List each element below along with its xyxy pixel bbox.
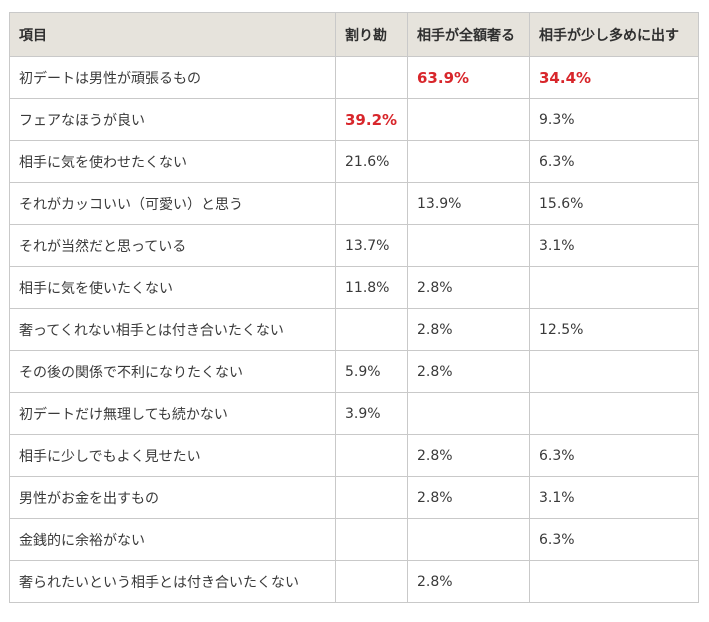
row-label: フェアなほうが良い: [9, 98, 336, 141]
cell-split-bill: [335, 560, 408, 603]
cell-partner-pays-more: [529, 350, 699, 393]
table-container: 項目 割り勘 相手が全額奢る 相手が少し多めに出す 初デートは男性が頑張るもの 6…: [9, 12, 699, 603]
cell-partner-pays-all: 63.9%: [407, 56, 530, 99]
survey-results-table: 項目 割り勘 相手が全額奢る 相手が少し多めに出す 初デートは男性が頑張るもの 6…: [9, 12, 699, 603]
cell-split-bill: [335, 308, 408, 351]
row-label: 相手に気を使いたくない: [9, 266, 336, 309]
table-row: 初デートは男性が頑張るもの 63.9% 34.4%: [9, 56, 699, 99]
cell-partner-pays-all: [407, 140, 530, 183]
header-row: 項目 割り勘 相手が全額奢る 相手が少し多めに出す: [9, 12, 699, 57]
cell-partner-pays-more: 3.1%: [529, 224, 699, 267]
header-item: 項目: [9, 12, 336, 57]
row-label: 初デートだけ無理しても続かない: [9, 392, 336, 435]
cell-partner-pays-more: 12.5%: [529, 308, 699, 351]
cell-split-bill: [335, 434, 408, 477]
cell-split-bill: 11.8%: [335, 266, 408, 309]
cell-partner-pays-all: 2.8%: [407, 434, 530, 477]
cell-split-bill: [335, 518, 408, 561]
row-label: 相手に気を使わせたくない: [9, 140, 336, 183]
cell-partner-pays-more: [529, 266, 699, 309]
table-row: フェアなほうが良い 39.2% 9.3%: [9, 98, 699, 141]
table-row: それがカッコいい（可愛い）と思う 13.9% 15.6%: [9, 182, 699, 225]
cell-partner-pays-more: [529, 560, 699, 603]
table-row: 奢ってくれない相手とは付き合いたくない 2.8% 12.5%: [9, 308, 699, 351]
row-label: その後の関係で不利になりたくない: [9, 350, 336, 393]
row-label: 奢られたいという相手とは付き合いたくない: [9, 560, 336, 603]
cell-split-bill: 3.9%: [335, 392, 408, 435]
table-row: それが当然だと思っている 13.7% 3.1%: [9, 224, 699, 267]
cell-partner-pays-all: 2.8%: [407, 350, 530, 393]
row-label: 奢ってくれない相手とは付き合いたくない: [9, 308, 336, 351]
cell-split-bill: [335, 56, 408, 99]
table-row: 相手に気を使わせたくない 21.6% 6.3%: [9, 140, 699, 183]
cell-split-bill: 39.2%: [335, 98, 408, 141]
table-header: 項目 割り勘 相手が全額奢る 相手が少し多めに出す: [9, 12, 699, 57]
header-partner-pays-all: 相手が全額奢る: [407, 12, 530, 57]
cell-partner-pays-all: 2.8%: [407, 560, 530, 603]
cell-split-bill: 5.9%: [335, 350, 408, 393]
table-row: 奢られたいという相手とは付き合いたくない 2.8%: [9, 560, 699, 603]
row-label: 男性がお金を出すもの: [9, 476, 336, 519]
cell-partner-pays-more: 6.3%: [529, 518, 699, 561]
cell-partner-pays-all: [407, 392, 530, 435]
cell-split-bill: 21.6%: [335, 140, 408, 183]
row-label: 金銭的に余裕がない: [9, 518, 336, 561]
cell-partner-pays-all: [407, 98, 530, 141]
cell-partner-pays-more: 9.3%: [529, 98, 699, 141]
header-split-bill: 割り勘: [335, 12, 408, 57]
cell-partner-pays-all: [407, 224, 530, 267]
cell-partner-pays-all: 2.8%: [407, 476, 530, 519]
table-row: 初デートだけ無理しても続かない 3.9%: [9, 392, 699, 435]
table-row: その後の関係で不利になりたくない 5.9% 2.8%: [9, 350, 699, 393]
cell-partner-pays-all: 2.8%: [407, 266, 530, 309]
cell-split-bill: [335, 182, 408, 225]
cell-partner-pays-more: [529, 392, 699, 435]
cell-split-bill: [335, 476, 408, 519]
table-row: 男性がお金を出すもの 2.8% 3.1%: [9, 476, 699, 519]
cell-partner-pays-more: 3.1%: [529, 476, 699, 519]
table-row: 相手に気を使いたくない 11.8% 2.8%: [9, 266, 699, 309]
cell-partner-pays-all: [407, 518, 530, 561]
header-partner-pays-more: 相手が少し多めに出す: [529, 12, 699, 57]
table-body: 初デートは男性が頑張るもの 63.9% 34.4% フェアなほうが良い 39.2% 9.3…: [9, 56, 699, 603]
cell-partner-pays-more: 15.6%: [529, 182, 699, 225]
table-row: 相手に少しでもよく見せたい 2.8% 6.3%: [9, 434, 699, 477]
cell-split-bill: 13.7%: [335, 224, 408, 267]
row-label: 相手に少しでもよく見せたい: [9, 434, 336, 477]
cell-partner-pays-more: 34.4%: [529, 56, 699, 99]
cell-partner-pays-all: 2.8%: [407, 308, 530, 351]
cell-partner-pays-more: 6.3%: [529, 434, 699, 477]
row-label: それがカッコいい（可愛い）と思う: [9, 182, 336, 225]
table-row: 金銭的に余裕がない 6.3%: [9, 518, 699, 561]
row-label: 初デートは男性が頑張るもの: [9, 56, 336, 99]
cell-partner-pays-all: 13.9%: [407, 182, 530, 225]
cell-partner-pays-more: 6.3%: [529, 140, 699, 183]
row-label: それが当然だと思っている: [9, 224, 336, 267]
